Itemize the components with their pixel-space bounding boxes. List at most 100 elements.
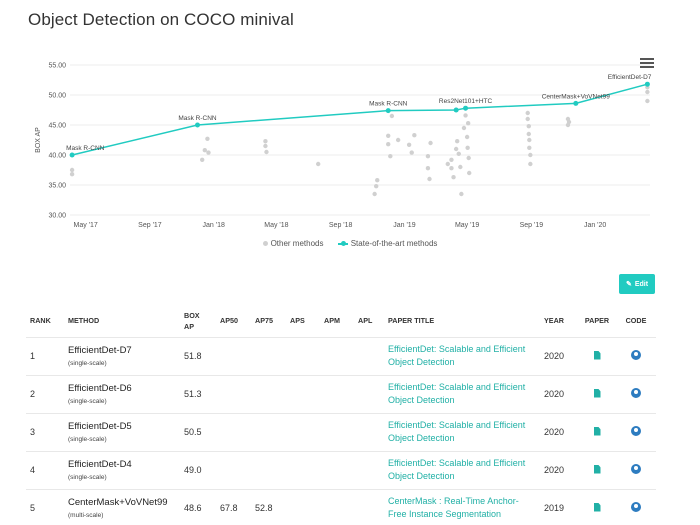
page-title: Object Detection on COCO minival [28, 10, 294, 29]
table-row[interactable]: 4 EfficientDet-D4 (single-scale) 49.0 Effici… [26, 451, 656, 490]
cell-apl [354, 451, 384, 490]
header-ap50[interactable]: AP50 [216, 305, 251, 338]
legend-dot-icon [262, 241, 268, 247]
cell-ap50 [216, 451, 251, 490]
cell-paper-title[interactable]: EfficientDet: Scalable and Efficient Obje… [384, 375, 540, 414]
github-icon[interactable] [631, 464, 641, 474]
other-method-point [69, 167, 75, 173]
legend-label: Other methods [270, 239, 324, 248]
y-tick-label: 50.00 [48, 93, 66, 100]
cell-aps [286, 337, 320, 376]
method-name[interactable]: EfficientDet-D6 [68, 383, 132, 394]
other-method-point [315, 161, 321, 167]
sota-point-label: EfficientDet-D7 [608, 74, 652, 81]
other-method-point [467, 170, 472, 176]
cell-apl [354, 413, 384, 452]
header-box-ap[interactable]: BOX AP [180, 305, 216, 338]
cell-box-ap: 50.5 [180, 413, 216, 452]
cell-method: EfficientDet-D7 (single-scale) [64, 337, 180, 376]
cell-paper [578, 413, 616, 452]
paper-title-link-line1[interactable]: EfficientDet: Scalable and Efficient [388, 382, 526, 392]
other-method-point [526, 124, 531, 129]
legend-sota-methods[interactable]: State-of-the-art methods [337, 239, 437, 248]
y-axis-label: BOX AP [35, 127, 42, 153]
cell-paper-title[interactable]: EfficientDet: Scalable and Efficient Obje… [384, 337, 540, 376]
github-icon[interactable] [631, 502, 641, 512]
header-apm[interactable]: APM [320, 305, 354, 338]
header-aps[interactable]: APS [286, 305, 320, 338]
cell-box-ap: 51.8 [180, 337, 216, 376]
header-apl[interactable]: APL [354, 305, 384, 338]
paper-title-link-line1[interactable]: CenterMask : Real-Time Anchor- [388, 496, 519, 506]
method-name[interactable]: CenterMask+VoVNet99 [68, 497, 168, 508]
cell-apl [354, 375, 384, 414]
cell-ap75 [251, 375, 286, 414]
cell-paper-title[interactable]: EfficientDet: Scalable and Efficient Obje… [384, 413, 540, 452]
paper-title-link-line1[interactable]: EfficientDet: Scalable and Efficient [388, 420, 526, 430]
sota-point-label: Mask R-CNN [369, 101, 408, 108]
paper-file-icon[interactable] [593, 502, 601, 512]
github-icon[interactable] [631, 388, 641, 398]
other-method-point [451, 175, 456, 180]
paper-title-link-line2[interactable]: Object Detection [388, 395, 455, 405]
paper-title-link-line2[interactable]: Object Detection [388, 471, 455, 481]
y-tick-label: 35.00 [48, 183, 66, 190]
cell-paper-title[interactable]: CenterMask : Real-Time Anchor- Free Insta… [384, 489, 540, 525]
x-tick-label: May '17 [74, 222, 98, 229]
header-year[interactable]: YEAR [540, 305, 578, 338]
paper-title-link-line2[interactable]: Object Detection [388, 357, 455, 367]
github-icon[interactable] [631, 426, 641, 436]
paper-file-icon[interactable] [593, 464, 601, 474]
cell-apm [320, 489, 354, 525]
method-name[interactable]: EfficientDet-D7 [68, 345, 132, 356]
cell-ap75 [251, 413, 286, 452]
table-row[interactable]: 5 CenterMask+VoVNet99 (multi-scale) 48.6 67.… [26, 489, 656, 525]
header-rank[interactable]: RANK [26, 305, 64, 338]
method-name[interactable]: EfficientDet-D4 [68, 459, 132, 470]
other-method-point [206, 150, 211, 155]
sota-point [69, 152, 75, 158]
pencil-icon: ✎ [625, 281, 632, 288]
edit-button[interactable]: ✎ Edit [619, 274, 655, 294]
method-name[interactable]: EfficientDet-D5 [68, 421, 132, 432]
paper-title-link-line2[interactable]: Free Instance Segmentation [388, 509, 502, 519]
header-method[interactable]: METHOD [64, 305, 180, 338]
paper-title-link-line1[interactable]: EfficientDet: Scalable and Efficient [388, 458, 526, 468]
sota-point [573, 100, 579, 106]
header-ap75[interactable]: AP75 [251, 305, 286, 338]
paper-file-icon[interactable] [593, 426, 601, 436]
cell-year: 2020 [540, 375, 578, 414]
table-row[interactable]: 2 EfficientDet-D6 (single-scale) 51.3 Effici… [26, 375, 656, 414]
cell-code [616, 375, 656, 414]
table-row[interactable]: 1 EfficientDet-D7 (single-scale) 51.8 Effici… [26, 337, 656, 376]
cell-code [616, 451, 656, 490]
table-row[interactable]: 3 EfficientDet-D5 (single-scale) 50.5 Effici… [26, 413, 656, 452]
cell-method: CenterMask+VoVNet99 (multi-scale) [64, 489, 180, 525]
method-scale: (single-scale) [68, 474, 107, 481]
github-icon[interactable] [631, 350, 641, 360]
method-scale: (single-scale) [68, 436, 107, 443]
paper-title-link-line1[interactable]: EfficientDet: Scalable and Efficient [388, 344, 526, 354]
other-method-point [375, 178, 380, 183]
other-method-point [389, 113, 395, 119]
cell-ap50: 67.8 [216, 489, 251, 525]
other-method-point [264, 149, 269, 155]
cell-method: EfficientDet-D6 (single-scale) [64, 375, 180, 414]
paper-file-icon[interactable] [593, 350, 601, 360]
cell-method: EfficientDet-D5 (single-scale) [64, 413, 180, 452]
other-method-point [386, 142, 391, 147]
paper-file-icon[interactable] [593, 388, 601, 398]
other-method-point [449, 157, 454, 162]
cell-code [616, 413, 656, 452]
other-method-point [526, 131, 531, 137]
paper-title-link-line2[interactable]: Object Detection [388, 433, 455, 443]
other-method-point [456, 151, 461, 156]
cell-paper-title[interactable]: EfficientDet: Scalable and Efficient Obje… [384, 451, 540, 490]
y-tick-label: 40.00 [48, 153, 66, 160]
x-tick-label: Jan '19 [393, 222, 415, 229]
chart-menu-icon[interactable] [640, 58, 654, 70]
sota-point-label: CenterMask+VoVNet99 [542, 93, 610, 100]
sota-point [453, 107, 459, 113]
legend-other-methods[interactable]: Other methods [262, 239, 324, 248]
cell-rank: 4 [26, 451, 64, 490]
